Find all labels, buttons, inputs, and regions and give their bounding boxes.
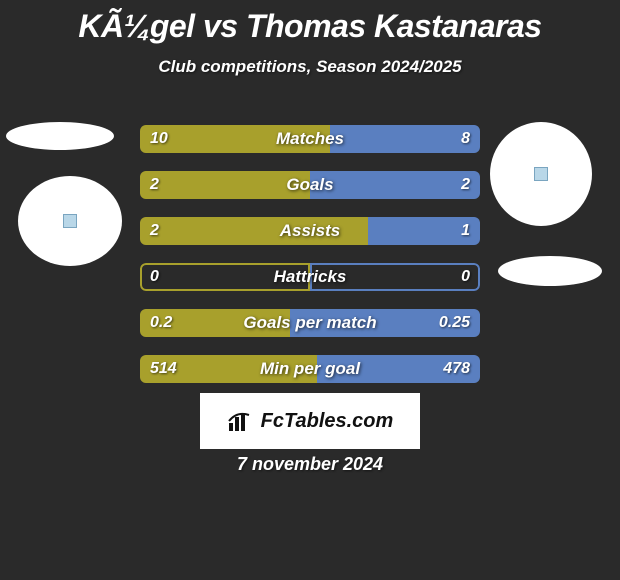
stat-row: 21Assists bbox=[140, 217, 480, 245]
stat-label: Matches bbox=[140, 125, 480, 153]
footer-logo-text: FcTables.com bbox=[261, 410, 394, 433]
footer-logo: FcTables.com bbox=[200, 393, 420, 449]
decorative-ellipse bbox=[490, 122, 592, 226]
stat-label: Goals per match bbox=[140, 309, 480, 337]
stats-container: 108Matches 22Goals 21Assists 00Hattricks 0.2… bbox=[140, 125, 480, 401]
stat-row: 0.20.25Goals per match bbox=[140, 309, 480, 337]
stat-label: Hattricks bbox=[140, 263, 480, 291]
decorative-ellipse bbox=[498, 256, 602, 286]
placeholder-image-icon bbox=[63, 214, 77, 228]
placeholder-image-icon bbox=[534, 167, 548, 181]
stat-label: Min per goal bbox=[140, 355, 480, 383]
stat-row: 514478Min per goal bbox=[140, 355, 480, 383]
stat-row: 22Goals bbox=[140, 171, 480, 199]
chart-icon bbox=[227, 409, 255, 433]
page-subtitle: Club competitions, Season 2024/2025 bbox=[0, 57, 620, 77]
page-title: KÃ¼gel vs Thomas Kastanaras bbox=[0, 0, 620, 45]
stat-label: Assists bbox=[140, 217, 480, 245]
decorative-ellipse bbox=[6, 122, 114, 150]
stat-row: 108Matches bbox=[140, 125, 480, 153]
decorative-ellipse bbox=[18, 176, 122, 266]
stat-row: 00Hattricks bbox=[140, 263, 480, 291]
stat-label: Goals bbox=[140, 171, 480, 199]
date-text: 7 november 2024 bbox=[0, 454, 620, 475]
